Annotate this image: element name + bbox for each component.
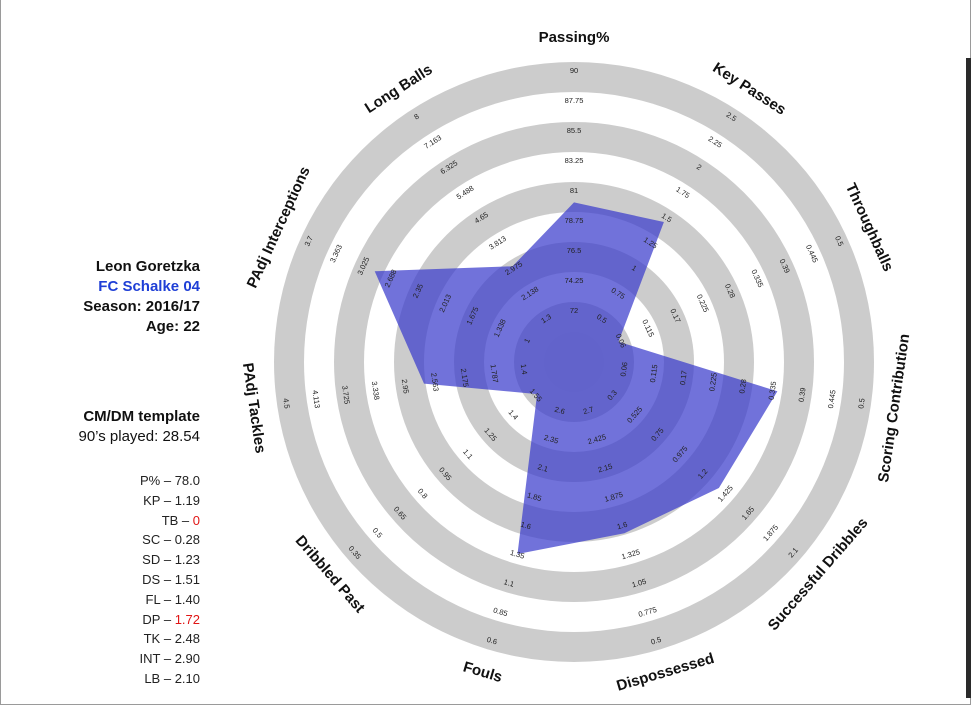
stat-label: DP –	[142, 611, 175, 627]
player-info: Leon Goretzka FC Schalke 04 Season: 2016…	[83, 257, 200, 337]
radar-tick-label: 0.85	[492, 606, 509, 619]
radar-tick-label: 0.39	[797, 387, 808, 403]
stat-label: FL –	[145, 591, 175, 607]
radar-tick-label: 1.6	[616, 520, 629, 532]
stat-row: TB – 0	[140, 511, 200, 531]
stat-value: 0	[192, 512, 200, 528]
radar-tick-label: 4.113	[310, 389, 322, 408]
radar-tick-label: 3.338	[370, 381, 382, 401]
stat-label: DS –	[142, 571, 175, 587]
radar-tick-label: 72	[570, 306, 578, 315]
radar-tick-label: 2.563	[429, 372, 441, 392]
stat-value: 2.90	[174, 651, 200, 667]
radar-tick-label: 90	[570, 66, 578, 75]
stat-value: 2.10	[174, 670, 200, 686]
radar-tick-label: 0.5	[856, 398, 866, 410]
stat-value: 1.72	[174, 611, 200, 627]
radar-tick-label: 2.175	[459, 368, 471, 388]
radar-tick-label: 83.25	[565, 156, 584, 165]
stat-value: 1.51	[174, 571, 200, 587]
played-minutes: 90’s played: 28.54	[78, 428, 201, 445]
radar-axis-title: Fouls	[461, 658, 504, 686]
radar-tick-label: 1.85	[526, 490, 543, 503]
radar-axis-title: Passing%	[539, 29, 610, 46]
radar-tick-label: 81	[570, 186, 578, 195]
stat-row: KP – 1.19	[140, 491, 200, 511]
player-age: Age: 22	[145, 318, 200, 335]
player-season: Season: 2016/17	[83, 298, 200, 315]
template-name: CM/DM template	[83, 408, 200, 425]
stat-label: LB –	[144, 670, 175, 686]
radar-tick-label: 87.75	[565, 96, 584, 105]
stat-row: LB – 2.10	[140, 669, 200, 689]
radar-tick-label: 0.17	[678, 370, 689, 386]
radar-shape	[374, 202, 778, 554]
radar-tick-label: 76.5	[567, 246, 582, 255]
stat-row: FL – 1.40	[140, 590, 200, 610]
stats-list: P% – 78.0 KP – 1.19 TB – 0 SC – 0.28 SD – 1.…	[140, 471, 200, 689]
radar-tick-label: 1	[522, 337, 532, 345]
radar-tick-label: 0.6	[486, 635, 499, 647]
radar-tick-label: 8	[412, 112, 420, 122]
stat-value: 1.40	[174, 591, 200, 607]
stat-value: 1.19	[174, 492, 200, 508]
stat-row: INT – 2.90	[140, 649, 200, 669]
stat-label: SD –	[142, 552, 175, 568]
player-club: FC Schalke 04	[98, 278, 200, 295]
stat-row: SD – 1.23	[140, 550, 200, 570]
stat-row: TK – 2.48	[140, 629, 200, 649]
radar-tick-label: 0.225	[707, 372, 719, 392]
radar-tick-label: 1.4	[519, 363, 529, 375]
radar-tick-label: 3.7	[302, 234, 315, 247]
stat-row: P% – 78.0	[140, 471, 200, 491]
radar-tick-label: 2.1	[537, 462, 550, 474]
radar-tick-label: 85.5	[567, 126, 582, 135]
stat-row: DS – 1.51	[140, 570, 200, 590]
radar-tick-label: 1.787	[489, 364, 501, 384]
radar-tick-label: 1.1	[503, 577, 516, 589]
radar-tick-label: 1.05	[631, 577, 648, 590]
radar-tick-label: 0.115	[648, 364, 660, 383]
radar-tick-label: 74.25	[565, 276, 584, 285]
stat-label: KP –	[143, 492, 175, 508]
radar-tick-label: 3.725	[340, 385, 352, 405]
radar-tick-label: 78.75	[565, 216, 584, 225]
radar-axis-title: Scoring Contribution	[875, 333, 913, 484]
right-edge-bar	[966, 58, 971, 698]
stat-label: TK –	[143, 631, 175, 647]
radar-tick-label: 1.6	[520, 520, 533, 532]
radar-tick-label: 2.15	[597, 462, 614, 475]
radar-tick-label: 1	[630, 263, 638, 273]
radar-tick-label: 0.445	[826, 389, 838, 409]
stat-label: SC –	[142, 532, 175, 548]
stat-label: P% –	[140, 473, 175, 488]
radar-tick-label: 0.335	[767, 381, 779, 401]
radar-tick-label: 1.35	[509, 548, 526, 561]
radar-tick-label: 2.35	[543, 433, 560, 446]
radar-tick-label: 2.6	[553, 405, 566, 417]
stat-value: 78.0	[174, 473, 200, 488]
radar-tick-label: 4.5	[281, 398, 291, 410]
stat-label: TB –	[161, 512, 193, 528]
stat-value: 2.48	[174, 631, 200, 647]
radar-axis-title: PAdj Tackles	[239, 362, 269, 455]
radar-tick-label: 0.06	[618, 361, 629, 377]
radar-tick-label: 0.28	[737, 378, 748, 394]
template-info: CM/DM template 90’s played: 28.54	[79, 407, 201, 447]
radar-tick-label: 0.5	[833, 234, 846, 247]
player-name: Leon Goretzka	[95, 258, 200, 275]
stat-row: DP – 1.72	[140, 610, 200, 630]
radar-tick-label: 2.7	[582, 405, 595, 417]
stat-row: SC – 0.28	[140, 530, 200, 550]
stat-label: INT –	[139, 651, 175, 667]
radar-tick-label: 2	[695, 162, 703, 172]
stat-value: 0.28	[174, 532, 200, 548]
stat-value: 1.23	[174, 552, 200, 568]
radar-tick-label: 0.5	[650, 635, 663, 647]
radar-tick-label: 2.95	[400, 378, 411, 394]
